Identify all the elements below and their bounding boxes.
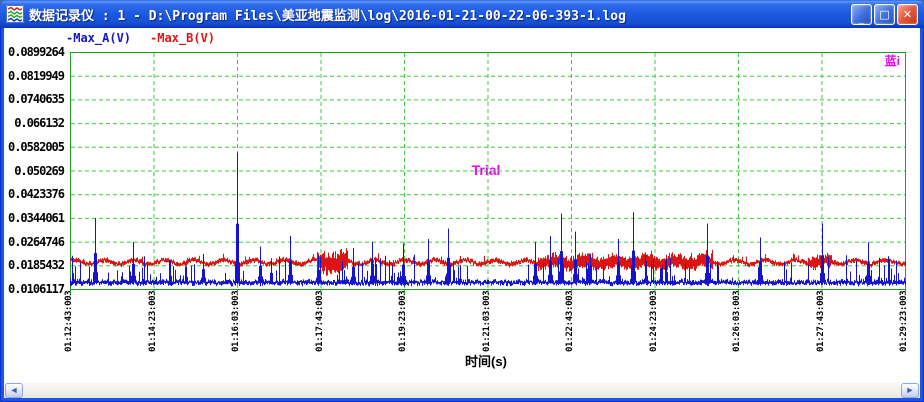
legend-item-max-a-v-: -Max_A(V) — [66, 31, 132, 45]
y-tick-label: 0.0106117 — [7, 282, 65, 296]
x-tick-label: 01:14:23:003 — [147, 290, 158, 352]
y-tick-label: 0.0185432 — [7, 258, 65, 273]
y-tick-label: 0.0344061 — [7, 210, 65, 225]
close-icon: ✕ — [902, 7, 913, 21]
y-tick-label: 0.0582005 — [7, 139, 65, 154]
x-tick-label: 01:26:03:003 — [732, 290, 742, 352]
x-tick-label: 01:19:23:003 — [398, 290, 408, 352]
y-tick-label: 0.0264746 — [7, 234, 65, 249]
trial-watermark: Trial — [471, 162, 501, 178]
x-tick-label: 01:21:03:003 — [481, 290, 492, 352]
x-tick-label: 01:12:43:003 — [64, 290, 74, 352]
arrow-left-icon: ◄ — [9, 384, 19, 395]
arrow-right-icon: ► — [905, 384, 915, 395]
window-title: 数据记录仪 : 1 - D:\Program Files\美亚地震监测\log\… — [29, 8, 626, 24]
minimize-button[interactable]: _ — [851, 3, 872, 25]
y-tick-label: 0.050269 — [14, 163, 65, 178]
app-icon — [6, 5, 24, 23]
x-axis-title: 时间(s) — [465, 354, 507, 369]
maximize-button[interactable]: □ — [874, 3, 895, 25]
y-tick-label: 0.066132 — [14, 116, 65, 131]
scrollbar-track[interactable] — [24, 382, 900, 398]
scroll-right-button[interactable]: ► — [901, 382, 919, 398]
legend-item-max-b-v-: -Max_B(V) — [150, 31, 216, 45]
x-tick-label: 01:24:23:003 — [648, 290, 659, 352]
y-tick-label: 0.0899264 — [7, 45, 65, 59]
x-tick-label: 01:16:03:003 — [231, 290, 241, 352]
horizontal-scrollbar[interactable]: ◄ ► — [4, 382, 920, 398]
y-tick-label: 0.0740635 — [7, 92, 65, 107]
x-tick-label: 01:27:43:003 — [815, 290, 826, 352]
minimize-icon: _ — [858, 11, 865, 25]
close-button[interactable]: ✕ — [897, 3, 918, 25]
maximize-icon: □ — [879, 7, 890, 21]
scroll-left-button[interactable]: ◄ — [5, 382, 23, 398]
y-tick-label: 0.0423376 — [7, 187, 65, 202]
chart-client-area — [4, 28, 920, 382]
x-tick-label: 01:22:43:003 — [565, 290, 575, 352]
waveform-chart — [70, 52, 906, 294]
y-tick-label: 0.0819949 — [7, 68, 65, 83]
corner-watermark: 蓝i — [884, 54, 900, 68]
x-tick-label: 01:29:23:003 — [899, 290, 909, 352]
title-bar[interactable]: 数据记录仪 : 1 - D:\Program Files\美亚地震监测\log\… — [0, 0, 924, 28]
x-tick-label: 01:17:43:003 — [314, 290, 325, 352]
window-controls: _ □ ✕ — [851, 3, 918, 25]
